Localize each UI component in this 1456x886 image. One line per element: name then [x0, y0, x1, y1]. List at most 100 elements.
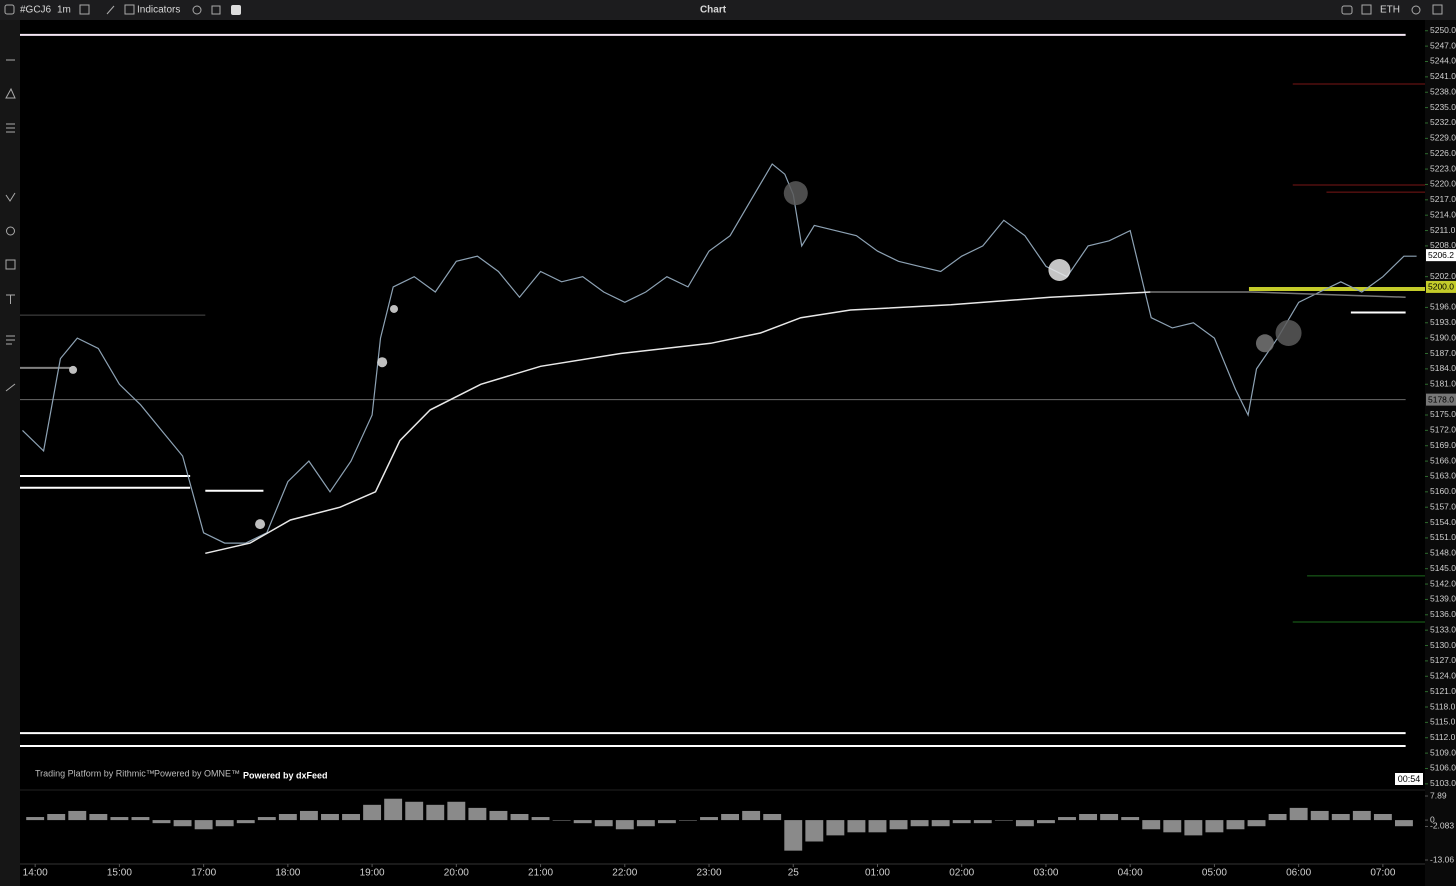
window-title: Chart [700, 5, 727, 16]
delta-bar [299, 810, 318, 821]
y-tick-label: 5172.0 [1430, 425, 1456, 435]
y-tick-label: 5109.0 [1430, 747, 1456, 757]
delta-tick-label: 7.89 [1430, 790, 1447, 800]
volume-bubble [1275, 320, 1302, 347]
tool-fib[interactable] [6, 123, 15, 133]
y-tick-label: 5130.0 [1430, 640, 1456, 650]
tool-text[interactable] [6, 294, 15, 304]
y-tick-label: 5139.0 [1430, 594, 1456, 604]
x-tick-label: 19:00 [360, 868, 385, 879]
delta-bar [1184, 820, 1203, 836]
delta-bar [679, 820, 697, 821]
interval[interactable]: 1m [57, 5, 71, 16]
y-tick-label: 5154.0 [1430, 517, 1456, 527]
chart-type-icon[interactable] [79, 4, 90, 15]
delta-bar [1226, 820, 1245, 830]
y-tick-label: 5127.0 [1430, 655, 1456, 665]
session[interactable]: ETH [1380, 5, 1400, 16]
replay-icon[interactable] [192, 5, 202, 15]
price-tag [1426, 249, 1456, 262]
delta-bar [1079, 813, 1098, 821]
delta-bar [952, 820, 971, 824]
delta-bar [973, 820, 992, 824]
x-tick-label: 04:00 [1118, 868, 1143, 879]
menu-icon[interactable] [4, 4, 15, 15]
timer-box [1395, 773, 1423, 785]
y-tick-label: 5217.0 [1430, 194, 1456, 204]
delta-bar [194, 820, 213, 830]
calendar-icon[interactable] [1361, 4, 1372, 15]
delta-bar [1163, 820, 1182, 833]
y-tick-label: 5121.0 [1430, 686, 1456, 696]
y-tick-label: 5106.0 [1430, 763, 1456, 773]
delta-bar [910, 820, 929, 827]
tool-erase[interactable] [5, 383, 16, 392]
volume-bubble [1048, 259, 1071, 282]
volume-bubble [1255, 334, 1274, 353]
tool-path[interactable] [5, 192, 16, 202]
tool-triangle[interactable] [5, 87, 16, 99]
tool-anchor[interactable] [6, 226, 15, 236]
y-tick-label: 5142.0 [1430, 578, 1456, 588]
x-tick-label: 25 [788, 868, 800, 879]
delta-bar [110, 817, 129, 821]
y-tick-label: 5124.0 [1430, 671, 1456, 681]
y-tick-label: 5223.0 [1430, 163, 1456, 173]
delta-bar [594, 820, 613, 827]
y-tick-label: 5247.0 [1430, 40, 1456, 50]
tool-shapes[interactable] [5, 259, 16, 270]
y-tick-label: 5238.0 [1430, 86, 1456, 96]
y-tick-label: 5181.0 [1430, 379, 1456, 389]
delta-bar [1394, 820, 1413, 827]
window-icon[interactable] [1432, 4, 1443, 15]
delta-tick-label: 0 [1430, 814, 1435, 824]
y-tick-label: 5145.0 [1430, 563, 1456, 573]
symbol[interactable]: #GCJ6 [20, 5, 52, 16]
y-tick-label: 5160.0 [1430, 486, 1456, 496]
tool-measure[interactable] [6, 335, 15, 345]
delta-bar [363, 804, 382, 821]
price-tag-label: 5206.2 [1428, 250, 1454, 260]
delta-tick-label: -13.06 [1430, 854, 1454, 864]
delta-tick-label: -2.083 [1430, 821, 1454, 831]
y-tick-label: 5136.0 [1430, 609, 1456, 619]
volume-bubble [255, 519, 266, 530]
drawing-tools [5, 59, 16, 392]
delta-bar [826, 820, 845, 836]
delta-bar [1100, 813, 1119, 821]
y-tick-label: 5196.0 [1430, 302, 1456, 312]
indicators-icon[interactable] [124, 4, 135, 15]
y-tick-label: 5190.0 [1430, 332, 1456, 342]
delta-bar [215, 820, 234, 827]
volume-bubble [389, 304, 398, 313]
delta-bar [489, 810, 508, 821]
camera-icon[interactable] [1341, 5, 1353, 15]
rithmic-credit: Trading Platform by Rithmic™ [35, 768, 155, 778]
delta-bar [1058, 817, 1076, 821]
y-tick-label: 5235.0 [1430, 102, 1456, 112]
draw-icon[interactable] [106, 5, 115, 15]
x-tick-label: 22:00 [612, 868, 637, 879]
delta-bar [342, 813, 360, 821]
settings-icon[interactable] [1411, 5, 1421, 15]
y-tick-label: 5187.0 [1430, 348, 1456, 358]
x-tick-label: 03:00 [1033, 868, 1058, 879]
delta-bar [131, 817, 150, 821]
x-tick-label: 14:00 [23, 868, 48, 879]
x-tick-label: 07:00 [1370, 868, 1395, 879]
omne-credit: Powered by OMNE™ [154, 768, 240, 778]
panel-icon[interactable] [231, 5, 241, 15]
delta-bar [931, 820, 950, 827]
y-tick-label: 5148.0 [1430, 548, 1456, 558]
delta-bar [994, 820, 1013, 821]
y-tick-label: 5115.0 [1430, 717, 1456, 727]
series-line [1150, 291, 1406, 298]
y-tick-label: 5232.0 [1430, 117, 1456, 127]
delta-bar [1331, 813, 1350, 821]
indicators-button[interactable]: Indicators [137, 5, 180, 16]
delta-bar [26, 817, 45, 821]
layout-icon[interactable] [211, 5, 221, 15]
